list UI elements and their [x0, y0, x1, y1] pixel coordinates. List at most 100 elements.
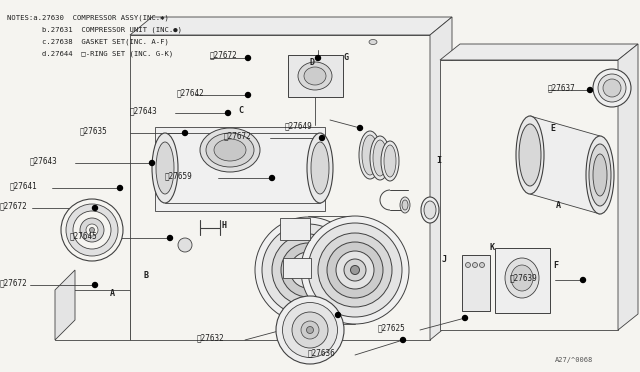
- Circle shape: [335, 312, 340, 317]
- Text: ⁃27637: ⁃27637: [548, 83, 576, 93]
- Text: J: J: [442, 256, 447, 264]
- Ellipse shape: [304, 67, 326, 85]
- Ellipse shape: [281, 243, 335, 297]
- Text: H: H: [222, 221, 227, 230]
- Circle shape: [246, 55, 250, 61]
- Circle shape: [118, 186, 122, 190]
- Ellipse shape: [400, 197, 410, 213]
- Text: ⁃27645: ⁃27645: [70, 231, 98, 241]
- Polygon shape: [130, 35, 430, 340]
- Circle shape: [358, 125, 362, 131]
- Circle shape: [269, 176, 275, 180]
- Text: D: D: [310, 58, 315, 67]
- Ellipse shape: [603, 79, 621, 97]
- Text: b.27631  COMPRESSOR UNIT (INC.●): b.27631 COMPRESSOR UNIT (INC.●): [7, 27, 182, 33]
- Ellipse shape: [586, 136, 614, 214]
- Ellipse shape: [304, 266, 312, 274]
- Text: ⁃27672: ⁃27672: [210, 51, 237, 60]
- Ellipse shape: [282, 302, 337, 357]
- Polygon shape: [55, 270, 75, 340]
- Text: A: A: [110, 289, 115, 298]
- Text: ⁃27659: ⁃27659: [165, 171, 193, 180]
- Bar: [288, 55, 343, 97]
- Ellipse shape: [598, 74, 626, 102]
- Polygon shape: [130, 17, 452, 35]
- Ellipse shape: [511, 265, 533, 291]
- Ellipse shape: [200, 128, 260, 172]
- Ellipse shape: [362, 135, 378, 175]
- Circle shape: [588, 87, 593, 93]
- Circle shape: [463, 315, 467, 321]
- Ellipse shape: [424, 201, 436, 219]
- Text: ⁃27672: ⁃27672: [0, 202, 28, 211]
- Ellipse shape: [307, 327, 314, 334]
- Ellipse shape: [593, 69, 631, 107]
- Polygon shape: [430, 17, 452, 340]
- Circle shape: [93, 205, 97, 211]
- Text: d.27644  □-RING SET (INC. G-K): d.27644 □-RING SET (INC. G-K): [7, 51, 173, 57]
- Text: NOTES:a.27630  COMPRESSOR ASSY(INC.✱): NOTES:a.27630 COMPRESSOR ASSY(INC.✱): [7, 15, 169, 21]
- Text: ⁃27643: ⁃27643: [130, 106, 157, 115]
- Bar: [283, 258, 311, 278]
- Ellipse shape: [152, 133, 178, 203]
- Text: A27/^0068: A27/^0068: [555, 357, 593, 363]
- Ellipse shape: [593, 154, 607, 196]
- Ellipse shape: [255, 217, 361, 323]
- Polygon shape: [618, 44, 638, 330]
- Text: ⁃27632: ⁃27632: [197, 334, 225, 343]
- Ellipse shape: [519, 124, 541, 186]
- Text: ⁃27643: ⁃27643: [30, 157, 58, 166]
- Text: ⁃27636: ⁃27636: [308, 349, 336, 357]
- Circle shape: [150, 160, 154, 166]
- Text: E: E: [550, 124, 555, 132]
- Text: I: I: [436, 155, 441, 164]
- Polygon shape: [440, 60, 618, 330]
- Ellipse shape: [301, 216, 409, 324]
- Ellipse shape: [178, 238, 192, 252]
- Text: ⁃27672: ⁃27672: [224, 131, 252, 141]
- Text: ⁃27641: ⁃27641: [10, 182, 38, 190]
- Circle shape: [225, 110, 230, 115]
- Circle shape: [401, 337, 406, 343]
- Text: B: B: [143, 270, 148, 279]
- Text: ⁃27635: ⁃27635: [80, 126, 108, 135]
- Circle shape: [93, 282, 97, 288]
- Polygon shape: [440, 44, 638, 60]
- Ellipse shape: [61, 199, 123, 261]
- Ellipse shape: [307, 133, 333, 203]
- Ellipse shape: [381, 141, 399, 181]
- Circle shape: [168, 235, 173, 241]
- Bar: [280, 218, 310, 240]
- Ellipse shape: [373, 140, 387, 176]
- Ellipse shape: [66, 204, 118, 256]
- Bar: [495, 248, 550, 313]
- Ellipse shape: [308, 223, 402, 317]
- Circle shape: [580, 278, 586, 282]
- Circle shape: [246, 93, 250, 97]
- Polygon shape: [155, 127, 325, 211]
- Ellipse shape: [276, 296, 344, 364]
- Ellipse shape: [472, 263, 477, 267]
- Text: K: K: [490, 244, 495, 253]
- Text: c.27638  GASKET SET(INC. A-F): c.27638 GASKET SET(INC. A-F): [7, 39, 169, 45]
- Ellipse shape: [336, 251, 374, 289]
- Ellipse shape: [589, 144, 611, 206]
- Ellipse shape: [272, 234, 344, 306]
- Ellipse shape: [298, 62, 332, 90]
- Ellipse shape: [369, 39, 377, 45]
- Ellipse shape: [311, 142, 329, 194]
- Text: ⁃27625: ⁃27625: [378, 324, 406, 333]
- Ellipse shape: [359, 131, 381, 179]
- Ellipse shape: [86, 224, 98, 236]
- Ellipse shape: [516, 116, 544, 194]
- Ellipse shape: [290, 252, 326, 288]
- Circle shape: [319, 135, 324, 141]
- Ellipse shape: [73, 211, 111, 249]
- Ellipse shape: [90, 228, 95, 232]
- Ellipse shape: [505, 258, 539, 298]
- Text: F: F: [553, 260, 558, 269]
- Ellipse shape: [479, 263, 484, 267]
- Ellipse shape: [351, 266, 360, 275]
- Ellipse shape: [344, 259, 366, 281]
- Ellipse shape: [402, 200, 408, 210]
